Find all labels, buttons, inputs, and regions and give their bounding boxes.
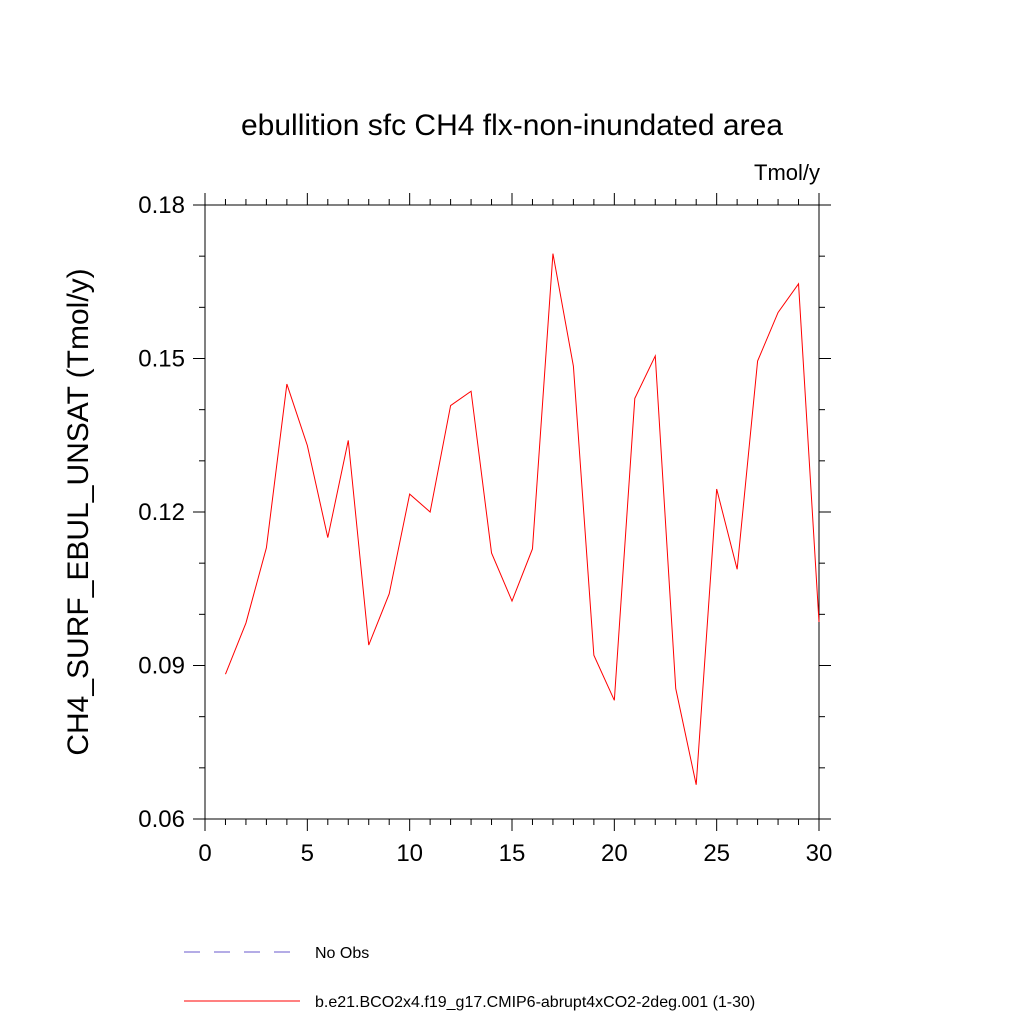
x-tick-label: 0 — [198, 840, 211, 867]
legend-label-1: b.e21.BCO2x4.f19_g17.CMIP6-abrupt4xCO2-2… — [315, 994, 755, 1011]
x-tick-label: 15 — [499, 840, 526, 867]
plot-frame — [204, 204, 820, 820]
y-tick-label: 0.12 — [138, 499, 185, 526]
x-tick-label: 10 — [396, 840, 423, 867]
legend-label-0: No Obs — [315, 945, 369, 962]
x-tick-label: 25 — [703, 840, 730, 867]
y-tick-label: 0.09 — [138, 653, 185, 680]
y-tick-label: 0.18 — [138, 192, 185, 219]
y-tick-label: 0.15 — [138, 346, 185, 373]
y-axis-label: CH4_SURF_EBUL_UNSAT (Tmol/y) — [62, 268, 95, 755]
series-layer — [225, 253, 820, 785]
x-tick-label: 5 — [301, 840, 314, 867]
series-line-1 — [225, 253, 820, 785]
x-tick-label: 20 — [601, 840, 628, 867]
chart-title: ebullition sfc CH4 flx-non-inundated are… — [241, 109, 783, 142]
axis-ticks: 0 5 10 15 20 25 30 0.06 0.09 0.12 0.15 0.18 — [138, 192, 832, 867]
legend: No Obs b.e21.BCO2x4.f19_g17.CMIP6-abrupt4… — [184, 945, 755, 1011]
units-label: Tmol/y — [754, 160, 820, 185]
y-tick-label: 0.06 — [138, 806, 185, 833]
x-tick-label: 30 — [806, 840, 833, 867]
